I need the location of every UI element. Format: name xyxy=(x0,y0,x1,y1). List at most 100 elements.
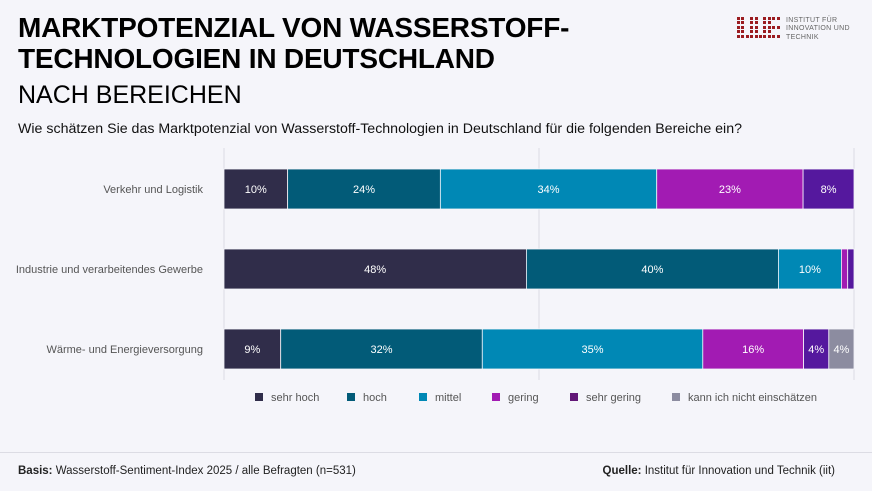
iit-logo: INSTITUT FÜR INNOVATION UND TECHNIK xyxy=(737,17,850,42)
legend-swatch xyxy=(570,393,578,401)
logo-dot xyxy=(776,34,780,38)
logo-line-2: INNOVATION UND xyxy=(786,25,850,33)
logo-dot xyxy=(759,17,762,20)
legend-label: sehr gering xyxy=(586,392,641,404)
logo-dot xyxy=(750,25,754,29)
logo-dot xyxy=(741,17,745,20)
data-label: 4% xyxy=(808,344,824,356)
logo-dot xyxy=(777,21,780,24)
logo-dot xyxy=(777,30,780,33)
logo-dot xyxy=(776,17,780,20)
data-label: 40% xyxy=(641,264,663,276)
logo-dot xyxy=(754,30,758,34)
logo-dot xyxy=(737,34,740,38)
logo-dot xyxy=(746,21,749,24)
bar-segment xyxy=(702,328,804,370)
basis-text: Wasserstoff-Sentiment-Index 2025 / alle … xyxy=(52,465,356,477)
logo-dot xyxy=(737,30,740,34)
logo-dot xyxy=(772,17,776,20)
logo-dot xyxy=(746,17,749,20)
data-label: 32% xyxy=(370,344,392,356)
logo-dot xyxy=(767,21,771,25)
legend-swatch xyxy=(255,393,263,401)
bar-segment xyxy=(526,248,779,290)
logo-dot xyxy=(763,17,767,20)
bar-segment xyxy=(280,328,483,370)
category-label: Industrie und verarbeitendes Gewerbe xyxy=(16,264,203,276)
logo-dot xyxy=(750,34,754,38)
logo-text: INSTITUT FÜR INNOVATION UND TECHNIK xyxy=(786,17,850,42)
logo-dot xyxy=(763,34,767,38)
legend-label: gering xyxy=(508,392,539,404)
logo-dot xyxy=(758,34,762,38)
basis-label: Basis: xyxy=(18,465,53,477)
logo-dot xyxy=(754,21,758,25)
bar-segment xyxy=(803,328,830,370)
logo-dot xyxy=(776,25,780,29)
logo-dot xyxy=(772,25,776,29)
logo-dot xyxy=(746,30,749,33)
logo-line-3: TECHNIK xyxy=(786,33,819,41)
data-label: 10% xyxy=(799,264,821,276)
logo-dot xyxy=(767,25,771,29)
logo-dot xyxy=(767,34,771,38)
data-label: 48% xyxy=(364,264,386,276)
logo-dot xyxy=(763,30,767,34)
logo-dot xyxy=(746,26,749,29)
logo-dot xyxy=(772,30,775,33)
bar-segment xyxy=(287,168,441,210)
data-label: 34% xyxy=(538,184,560,196)
logo-dot xyxy=(772,21,775,24)
bar-segment xyxy=(841,248,849,290)
legend-swatch xyxy=(419,393,427,401)
logo-dot xyxy=(772,34,776,38)
logo-dot xyxy=(750,30,754,34)
logo-line-1: INSTITUT FÜR xyxy=(786,17,838,24)
logo-dot xyxy=(767,17,771,20)
logo-dot xyxy=(737,25,740,29)
page-title: MARKTPOTENZIAL VON WASSERSTOFF- TECHNOLO… xyxy=(18,12,569,74)
logo-dot xyxy=(737,17,740,20)
logo-dot xyxy=(767,30,771,34)
source-text: Institut für Innovation und Technik (iit… xyxy=(641,465,835,477)
source-label: Quelle: xyxy=(602,465,642,477)
data-label: 9% xyxy=(244,344,260,356)
footer-divider xyxy=(0,452,872,453)
stacked-bar-chart: Verkehr und Logistik 10% 24% 34% 23% 8% Indust… xyxy=(16,148,855,404)
logo-dot xyxy=(741,30,745,34)
bar-segment xyxy=(223,168,289,210)
logo-dot xyxy=(759,30,762,33)
iit-logo-icon xyxy=(737,17,780,39)
category-label: Wärme- und Energieversorgung xyxy=(46,344,203,356)
logo-dot xyxy=(759,26,762,29)
data-label: 16% xyxy=(742,344,764,356)
logo-dot xyxy=(754,34,758,38)
bar-segment xyxy=(802,168,855,210)
legend-swatch xyxy=(347,393,355,401)
title-line-1: MARKTPOTENZIAL VON WASSERSTOFF- xyxy=(18,12,570,43)
bar-segment xyxy=(223,248,527,290)
data-label: 35% xyxy=(582,344,604,356)
legend-label: sehr hoch xyxy=(271,392,319,404)
legend-label: kann ich nicht einschätzen xyxy=(688,392,817,404)
logo-dot xyxy=(750,17,754,20)
logo-dot xyxy=(759,21,762,24)
logo-dot xyxy=(741,21,745,25)
legend-label: mittel xyxy=(435,392,461,404)
logo-dot xyxy=(741,34,745,38)
logo-dot xyxy=(763,25,767,29)
legend-label: hoch xyxy=(363,392,387,404)
legend-swatch xyxy=(492,393,500,401)
data-label: 10% xyxy=(245,184,267,196)
page-subtitle: NACH BEREICHEN xyxy=(18,81,242,109)
logo-dot xyxy=(750,21,754,25)
footer-source: Quelle: Institut für Innovation und Tech… xyxy=(603,465,835,477)
logo-dot xyxy=(754,25,758,29)
data-label: 4% xyxy=(833,344,849,356)
bar-segment xyxy=(656,168,804,210)
logo-dot xyxy=(741,25,745,29)
footer-basis: Basis: Wasserstoff-Sentiment-Index 2025 … xyxy=(18,465,356,477)
bar-segment xyxy=(847,248,855,290)
legend-swatch xyxy=(672,393,680,401)
data-label: 23% xyxy=(719,184,741,196)
